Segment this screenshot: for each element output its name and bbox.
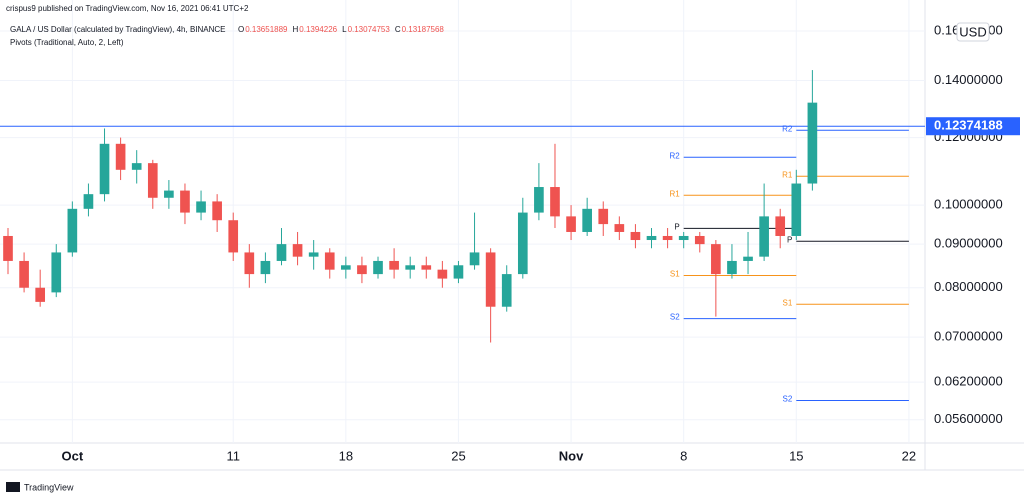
x-tick-label: 15 xyxy=(789,448,803,463)
pivot-label: S1 xyxy=(783,298,793,307)
legend-letter: C xyxy=(395,25,401,34)
x-tick-label: 8 xyxy=(680,448,687,463)
candle-body xyxy=(405,265,416,270)
candle-body xyxy=(775,216,786,236)
candle-body xyxy=(550,187,560,217)
price-label-box xyxy=(926,117,1020,136)
candle-body xyxy=(421,265,432,270)
candle-body xyxy=(582,208,592,232)
pivot-label: S2 xyxy=(783,395,793,404)
legend-value: 0.1394226 xyxy=(299,25,337,34)
x-tick-label: 18 xyxy=(339,448,353,463)
candle-body xyxy=(308,252,319,257)
candle-body xyxy=(292,244,303,257)
candle-body xyxy=(646,235,657,241)
candle-body xyxy=(694,235,705,245)
price-label: 0.12374188 xyxy=(934,118,1003,133)
candle-body xyxy=(164,190,174,198)
candle-body xyxy=(19,260,29,288)
candle-body xyxy=(147,163,158,198)
y-tick-label: 0.08000000 xyxy=(934,279,1003,294)
candle-body xyxy=(373,260,383,275)
pivot-label: P xyxy=(787,235,792,244)
pivot-label: R2 xyxy=(782,124,793,133)
candle-body xyxy=(324,252,335,270)
candle-body xyxy=(469,252,480,266)
candle-body xyxy=(630,231,641,241)
x-tick-label: Oct xyxy=(62,448,84,463)
candle-body xyxy=(212,201,222,221)
indicator: Pivots (Traditional, Auto, 2, Left) xyxy=(10,38,124,47)
logo xyxy=(6,482,20,492)
x-tick-label: 22 xyxy=(902,448,916,463)
publisher: crispus9 published on TradingView.com, N… xyxy=(6,4,249,13)
candle-body xyxy=(727,260,737,275)
y-tick-label: 0.14000000 xyxy=(934,72,1003,87)
candle-body xyxy=(501,274,512,307)
footer: TradingView xyxy=(24,482,74,492)
legend-letter: H xyxy=(293,25,299,34)
x-tick-label: 11 xyxy=(226,448,240,463)
pivot-label: S1 xyxy=(670,270,680,279)
pivot-label: R1 xyxy=(669,189,680,198)
candle-body xyxy=(357,265,367,275)
candle-body xyxy=(711,244,721,275)
candle-body xyxy=(678,235,689,241)
legend-value: 0.13187568 xyxy=(402,25,445,34)
pivot-label: R1 xyxy=(782,170,793,179)
candle-body xyxy=(260,260,271,275)
candle-body xyxy=(35,287,46,302)
candle-body xyxy=(115,143,126,170)
y-tick-label: 0.10000000 xyxy=(934,197,1003,212)
candle-body xyxy=(807,102,818,184)
legend-letter: L xyxy=(342,25,347,34)
candle-body xyxy=(67,208,78,253)
candle-body xyxy=(196,201,206,213)
candle-body xyxy=(791,183,802,236)
candle-body xyxy=(662,235,673,241)
legend-letter: O xyxy=(238,25,244,34)
candle-body xyxy=(566,216,576,232)
candle-body xyxy=(244,252,255,275)
candle-body xyxy=(341,265,351,270)
candle-body xyxy=(453,265,464,279)
y-tick-label: 0.06200000 xyxy=(934,374,1003,389)
legend-value: 0.13074753 xyxy=(348,25,391,34)
pivot-label: P xyxy=(674,223,679,232)
candle-body xyxy=(83,194,94,209)
pivot-label: S2 xyxy=(670,313,680,322)
y-tick-label: 0.09000000 xyxy=(934,236,1003,251)
candle-body xyxy=(437,269,448,279)
pivot-label: R2 xyxy=(669,151,680,160)
candle-body xyxy=(743,256,753,261)
currency-badge[interactable] xyxy=(956,22,990,42)
y-tick-label: 0.07000000 xyxy=(934,329,1003,344)
candle-body xyxy=(131,163,142,170)
candle-body xyxy=(517,212,528,275)
candle-body xyxy=(3,235,13,261)
candle-body xyxy=(51,252,62,293)
currency[interactable]: USD xyxy=(959,24,986,39)
candle-body xyxy=(614,224,625,232)
candle-body xyxy=(180,190,190,213)
plot: R2 R1 P S1 S2 R2 R1 P S1 S2 xyxy=(0,70,925,404)
candle-body xyxy=(276,244,287,261)
candle-body xyxy=(534,187,544,213)
candle-body xyxy=(485,252,496,307)
legend-value: 0.13651889 xyxy=(245,25,288,34)
candle-body xyxy=(598,208,609,225)
x-tick-label: 25 xyxy=(451,448,465,463)
candle-body xyxy=(389,260,399,270)
candle-body xyxy=(759,216,769,257)
y-tick-label: 0.05600000 xyxy=(934,411,1003,426)
symbol: GALA / US Dollar (calculated by TradingV… xyxy=(10,25,226,34)
x-tick-label: Nov xyxy=(559,448,584,463)
candle-body xyxy=(99,143,110,195)
candle-body xyxy=(228,220,239,253)
